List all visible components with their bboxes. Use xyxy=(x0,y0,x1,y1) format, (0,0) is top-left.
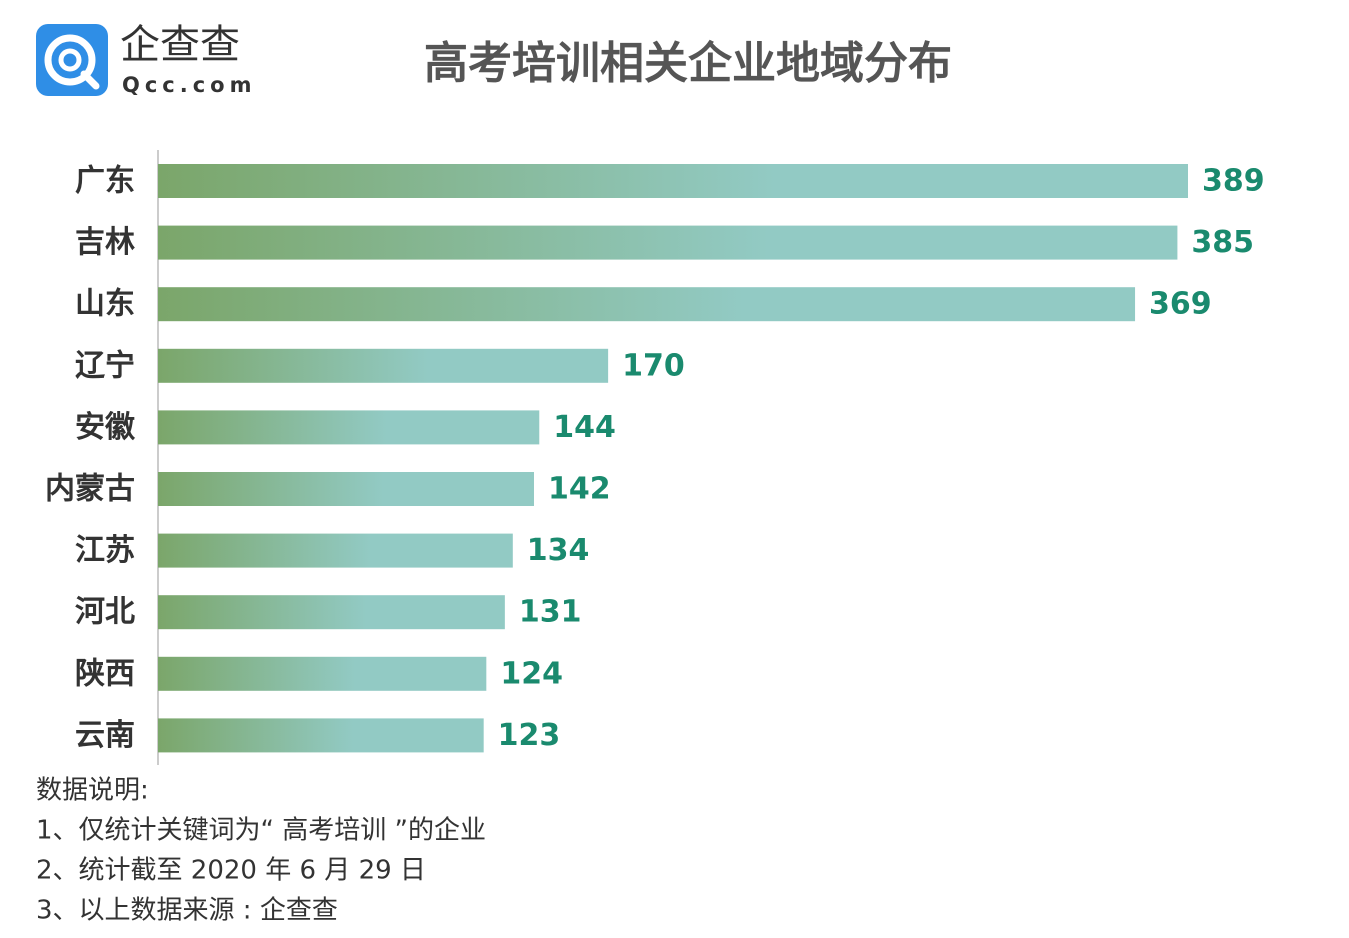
category-label: 江苏 xyxy=(75,533,135,568)
value-label: 369 xyxy=(1149,287,1212,322)
bar xyxy=(158,595,505,630)
note-line: 2、统计截至 2020 年 6 月 29 日 xyxy=(36,856,426,886)
logo-site: Qcc.com xyxy=(122,73,256,97)
bar xyxy=(158,287,1136,322)
category-label: 辽宁 xyxy=(75,348,135,383)
bar xyxy=(158,348,609,383)
category-label: 河北 xyxy=(75,595,135,630)
bar xyxy=(158,225,1178,260)
bar xyxy=(158,718,484,753)
chart-title: 高考培训相关企业地域分布 xyxy=(424,38,952,89)
note-line: 1、仅统计关键词为“ 高考培训 ”的企业 xyxy=(36,816,486,846)
value-label: 142 xyxy=(548,472,611,507)
value-label: 131 xyxy=(519,595,582,630)
value-label: 170 xyxy=(622,348,685,383)
logo-inner xyxy=(58,48,82,72)
bar xyxy=(158,472,534,506)
category-label: 内蒙古 xyxy=(45,472,135,507)
notes-heading: 数据说明: xyxy=(36,776,149,806)
bar xyxy=(158,533,513,568)
value-label: 389 xyxy=(1202,164,1265,199)
bar xyxy=(158,656,487,691)
value-label: 123 xyxy=(498,718,561,753)
category-label: 陕西 xyxy=(75,656,135,691)
bar xyxy=(158,164,1188,198)
category-label: 安徽 xyxy=(75,410,136,445)
category-label: 云南 xyxy=(75,718,135,753)
category-label: 吉林 xyxy=(75,225,135,260)
value-label: 385 xyxy=(1191,225,1254,260)
category-label: 山东 xyxy=(75,287,135,322)
value-label: 144 xyxy=(553,410,616,445)
bar xyxy=(158,410,540,445)
category-label: 广东 xyxy=(75,164,135,199)
logo-name: 企查查 xyxy=(120,22,240,68)
logo-tail xyxy=(80,70,100,90)
logo: 企查查 Qcc.com xyxy=(36,22,256,97)
value-label: 124 xyxy=(500,656,563,691)
value-label: 134 xyxy=(527,533,590,568)
logo-ring xyxy=(44,34,96,86)
note-line: 3、以上数据来源 : 企查查 xyxy=(36,896,338,926)
